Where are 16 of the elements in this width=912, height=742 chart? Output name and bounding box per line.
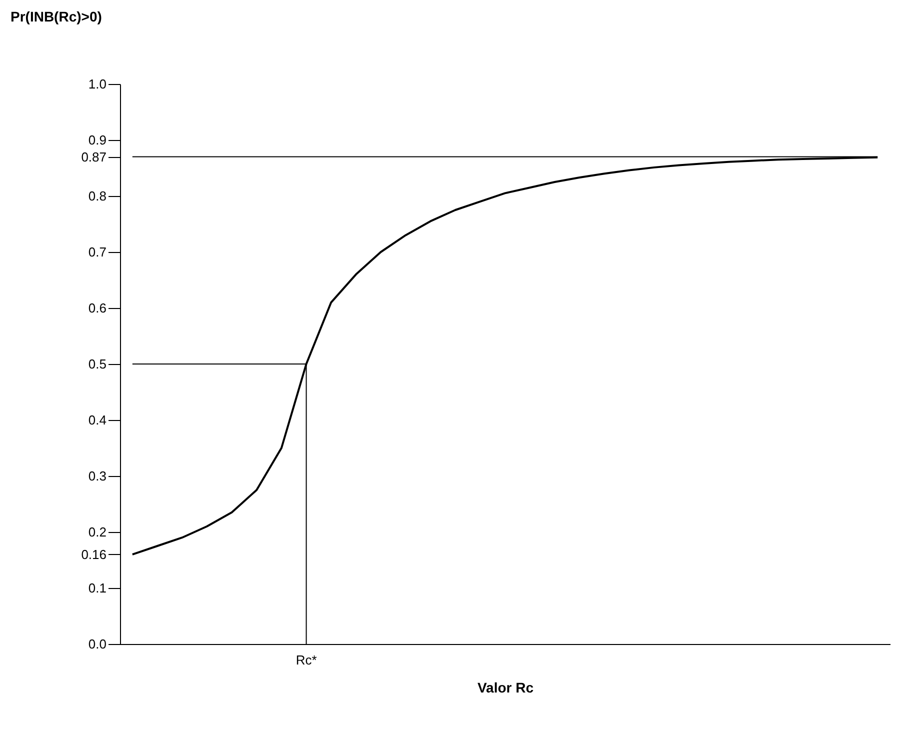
y-tick-label: 0.1 (88, 580, 106, 596)
x-axis-title: Valor Rc (477, 680, 534, 696)
y-tick-label: 0.2 (88, 524, 106, 540)
y-tick-label: 0.3 (88, 468, 106, 484)
y-tick-label: 0.8 (88, 188, 106, 204)
y-tick-label: 0.4 (88, 412, 106, 428)
x-tick-label: Rc* (296, 652, 317, 668)
y-tick-label: 1.0 (88, 76, 106, 92)
y-tick-label: 0.7 (88, 244, 106, 260)
y-tick-label: 0.0 (88, 636, 106, 652)
y-tick-label: 0.87 (81, 149, 106, 164)
y-axis-title: Pr(INB(Rc)>0) (10, 8, 102, 24)
y-tick-label: 0.6 (88, 300, 106, 316)
y-tick-label: 0.9 (88, 132, 106, 148)
y-tick-label: 0.16 (81, 546, 106, 562)
y-tick-label: 0.5 (88, 356, 106, 372)
